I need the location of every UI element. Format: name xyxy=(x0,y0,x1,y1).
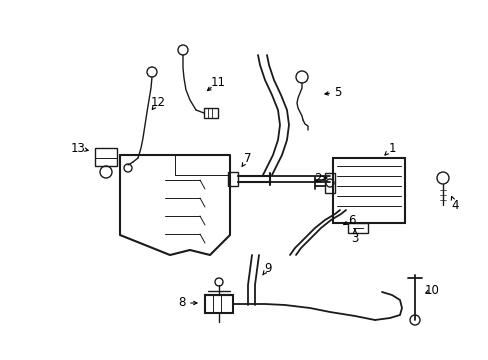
Bar xyxy=(347,223,367,233)
Text: 2: 2 xyxy=(314,171,321,185)
Text: 4: 4 xyxy=(450,198,458,212)
Text: 1: 1 xyxy=(387,141,395,154)
Bar xyxy=(332,158,404,223)
Text: 13: 13 xyxy=(70,141,85,154)
Bar xyxy=(325,173,334,193)
Text: 11: 11 xyxy=(210,76,225,89)
Bar xyxy=(203,108,218,118)
Text: 8: 8 xyxy=(178,297,185,310)
Bar xyxy=(227,172,238,186)
Bar xyxy=(204,295,232,313)
Text: 3: 3 xyxy=(350,231,358,244)
Text: 6: 6 xyxy=(347,213,355,226)
Text: 5: 5 xyxy=(334,86,341,99)
Bar xyxy=(95,148,117,166)
Text: 12: 12 xyxy=(150,95,165,108)
Text: 9: 9 xyxy=(264,261,271,274)
Text: 7: 7 xyxy=(244,152,251,165)
Text: 10: 10 xyxy=(424,284,439,297)
